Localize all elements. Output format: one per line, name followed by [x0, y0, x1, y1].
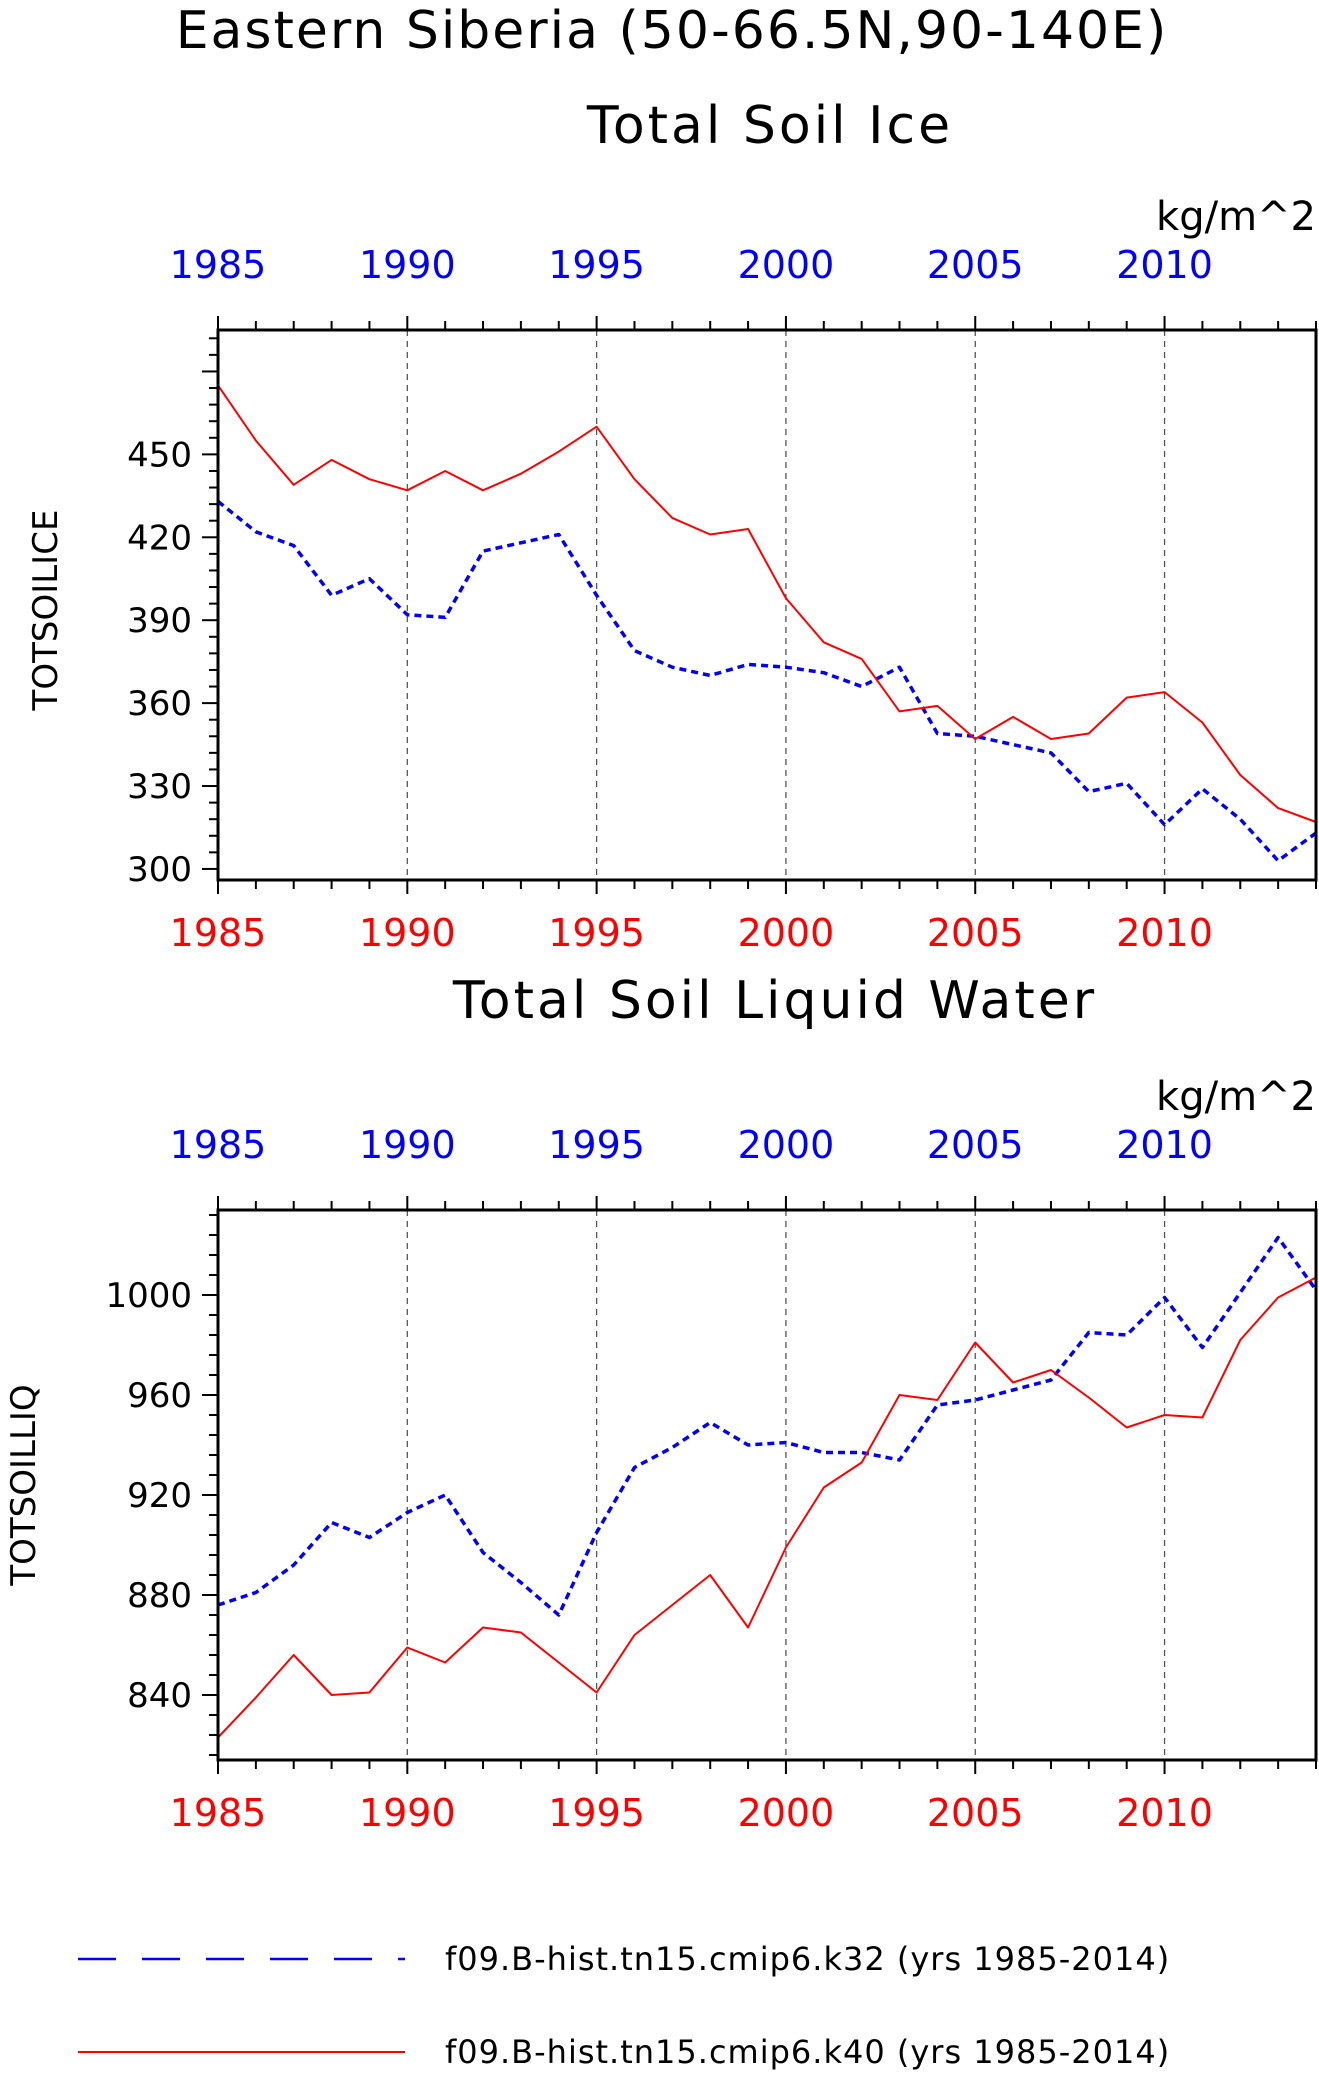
- x-tick-label-bottom: 1995: [548, 1791, 645, 1835]
- x-tick-label-bottom: 1990: [359, 1791, 456, 1835]
- x-tick-label-top: 1990: [359, 1123, 456, 1167]
- y-tick-label: 330: [127, 767, 192, 807]
- series-line-k40: [217, 1276, 1317, 1739]
- series-line-k40: [217, 384, 1317, 823]
- x-tick-label-top: 2010: [1116, 243, 1213, 287]
- series-line-k32: [217, 1235, 1318, 1617]
- plot-frame: [216, 328, 1318, 882]
- x-tick-label-bottom: 1985: [170, 911, 267, 955]
- x-tick-label-bottom: 1985: [170, 1791, 267, 1835]
- y-tick-label: 300: [127, 850, 192, 890]
- legend-label-k40: f09.B-hist.tn15.cmip6.k40 (yrs 1985-2014…: [445, 2033, 1170, 2071]
- x-tick-label-bottom: 2010: [1116, 1791, 1213, 1835]
- y-tick-label: 360: [127, 684, 192, 724]
- x-tick-label-top: 2000: [738, 243, 835, 287]
- x-tick-label-bottom: 2005: [927, 1791, 1024, 1835]
- x-tick-label-top: 1985: [170, 1123, 267, 1167]
- panel-title: Total Soil Ice: [586, 96, 953, 156]
- x-tick-label-top: 1995: [548, 1123, 645, 1167]
- units-label: kg/m^2: [1156, 1074, 1316, 1120]
- plot-frame: [216, 1208, 1318, 1762]
- y-tick-label: 1000: [105, 1276, 192, 1316]
- x-tick-label-top: 2005: [927, 1123, 1024, 1167]
- series-line-k32: [216, 500, 1318, 863]
- panel-total-soil-ice: Total Soil Ice kg/m^2 TOTSOILICE 300 330 3…: [26, 96, 1318, 955]
- x-tick-label-bottom: 1995: [548, 911, 645, 955]
- x-tick-label-bottom: 2000: [738, 1791, 835, 1835]
- legend-label-k32: f09.B-hist.tn15.cmip6.k32 (yrs 1985-2014…: [445, 1940, 1170, 1978]
- panel-total-soil-liquid-water: Total Soil Liquid Water kg/m^2 TOTSOILLI…: [4, 971, 1318, 1835]
- y-tick-label: 420: [127, 518, 192, 558]
- y-tick-label: 840: [127, 1676, 192, 1716]
- y-tick-label: 920: [127, 1476, 192, 1516]
- y-tick-label: 450: [127, 435, 192, 475]
- y-axis-label: TOTSOILICE: [26, 510, 66, 712]
- x-tick-label-bottom: 2000: [738, 911, 835, 955]
- figure-title: Eastern Siberia (50-66.5N,90-140E): [176, 1, 1169, 61]
- panel-title: Total Soil Liquid Water: [452, 971, 1097, 1031]
- units-label: kg/m^2: [1156, 194, 1316, 240]
- y-tick-label: 390: [127, 601, 192, 641]
- x-tick-label-top: 1985: [170, 243, 267, 287]
- x-tick-label-bottom: 2010: [1116, 911, 1213, 955]
- y-tick-label: 960: [127, 1376, 192, 1416]
- x-tick-label-top: 2005: [927, 243, 1024, 287]
- y-axis-label: TOTSOILLIQ: [4, 1384, 44, 1586]
- x-tick-label-bottom: 2005: [927, 911, 1024, 955]
- y-tick-label: 880: [127, 1576, 192, 1616]
- legend: f09.B-hist.tn15.cmip6.k32 (yrs 1985-2014…: [78, 1940, 1170, 2071]
- x-tick-label-top: 2000: [738, 1123, 835, 1167]
- x-tick-label-bottom: 1990: [359, 911, 456, 955]
- x-tick-label-top: 1990: [359, 243, 456, 287]
- x-tick-label-top: 1995: [548, 243, 645, 287]
- x-tick-label-top: 2010: [1116, 1123, 1213, 1167]
